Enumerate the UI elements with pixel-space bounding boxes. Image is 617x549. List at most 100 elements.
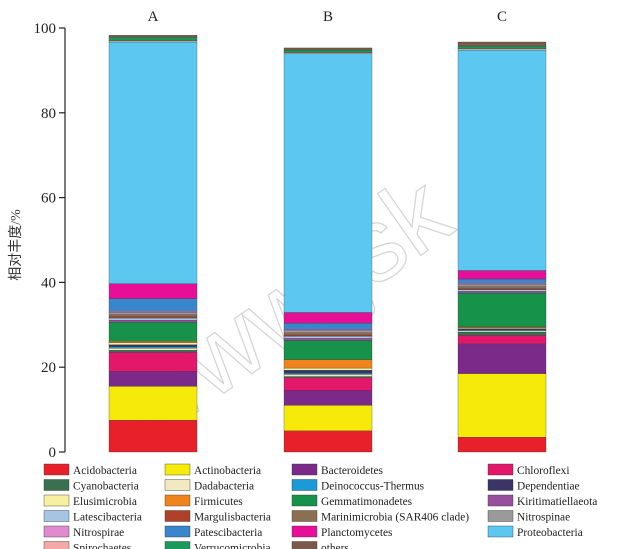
y-tick-label: 80 <box>41 106 56 122</box>
bar-segment <box>108 298 198 312</box>
bar-segment <box>457 437 547 453</box>
bar-segment <box>108 341 198 343</box>
bar-segment <box>283 53 373 313</box>
legend-swatch <box>43 479 70 491</box>
legend-swatch <box>43 463 70 476</box>
legend-swatch <box>291 525 318 538</box>
legend-label: Elusimicrobia <box>73 496 137 508</box>
bar-segment <box>283 312 373 324</box>
bar-segment <box>108 352 198 372</box>
bar-segment <box>108 311 198 313</box>
bar-segment <box>283 334 373 337</box>
bar-segment <box>108 319 198 323</box>
bar-segment <box>283 430 373 453</box>
legend-label: Deinococcus-Thermus <box>321 481 425 493</box>
legend-swatch <box>43 510 70 522</box>
bar-segment <box>283 370 373 374</box>
bar-segment <box>108 371 198 387</box>
bar-segment <box>457 41 547 47</box>
bar-segment <box>283 52 373 55</box>
legend-label: Acidobacteria <box>73 465 137 477</box>
legend-swatch <box>487 494 514 507</box>
bar-segment <box>283 338 373 341</box>
category-label: B <box>323 9 333 25</box>
bar-segment <box>457 291 547 294</box>
bar-segment <box>457 278 547 284</box>
legend-swatch <box>291 463 318 476</box>
bar-segment <box>108 346 198 349</box>
bar-segment <box>283 376 373 378</box>
bar-segment <box>457 292 547 328</box>
bar-segment <box>457 270 547 280</box>
legend-swatch <box>291 479 318 491</box>
bar-segment <box>457 335 547 345</box>
legend-label: Dadabacteria <box>194 481 254 493</box>
bar-segment <box>283 49 373 53</box>
bar-segment <box>108 342 198 345</box>
bar-segment <box>283 332 373 336</box>
legend-label: Gemmatimonadetes <box>321 496 413 508</box>
bar-segment <box>108 420 198 453</box>
y-tick-label: 60 <box>41 191 56 207</box>
legend-label: Planctomycetes <box>321 527 393 539</box>
legend-label: Marinimicrobia (SAR406 clade) <box>321 512 469 524</box>
bar-segment <box>283 390 373 406</box>
legend-label: Bacteroidetes <box>321 465 384 477</box>
bar-segment <box>108 35 198 38</box>
bar-segment <box>108 344 198 347</box>
legend-swatch <box>164 525 191 538</box>
bar-segment <box>283 336 373 339</box>
y-tick-label: 20 <box>41 360 56 376</box>
bar-segment <box>457 373 547 438</box>
bar-segment <box>457 48 547 51</box>
legend-swatch <box>43 494 70 507</box>
bar-segment <box>108 40 198 43</box>
bar-segment <box>457 343 547 374</box>
bar-segment <box>108 386 198 421</box>
legend-swatch <box>487 525 514 538</box>
bar-segment <box>108 316 198 319</box>
bar-segment <box>457 328 547 331</box>
legend-swatch <box>291 494 318 507</box>
bar-segment <box>457 331 547 336</box>
legend-swatch <box>164 510 191 522</box>
legend-label: Latescibacteria <box>73 512 142 524</box>
bar-segment <box>108 283 198 299</box>
bar-segment <box>108 41 198 284</box>
legend-label: Verrucomicrobia <box>194 543 271 549</box>
y-tick-label: 100 <box>34 21 57 37</box>
legend-swatch <box>487 463 514 476</box>
legend-swatch <box>43 525 70 538</box>
legend-label: Margulisbacteria <box>194 512 271 524</box>
legend: Acidobacteria Actinobacteria Bacteroidetes… <box>43 463 597 549</box>
legend-swatch <box>164 541 191 549</box>
bar-segment <box>457 286 547 289</box>
legend-swatch <box>487 479 514 491</box>
bar-segment <box>283 367 373 371</box>
category-label: A <box>148 9 159 25</box>
legend-label: Nitrospirae <box>73 527 124 539</box>
bar-segment <box>457 283 547 285</box>
legend-label: Kiritimatiellaeota <box>517 496 597 508</box>
legend-swatch <box>164 463 191 476</box>
legend-swatch <box>164 494 191 507</box>
legend-label: Nitrospinae <box>517 512 570 524</box>
bar-segment <box>283 340 373 360</box>
legend-label: Firmicutes <box>194 496 243 508</box>
bar-segment <box>457 289 547 292</box>
bar-segment <box>283 47 373 51</box>
legend-label: Proteobacteria <box>517 527 583 539</box>
y-axis-label: 相对丰度/% <box>8 209 24 281</box>
legend-swatch <box>291 541 318 549</box>
bar-segment <box>457 284 547 287</box>
legend-swatch <box>291 510 318 522</box>
category-label: C <box>497 9 507 25</box>
bar-segment <box>283 322 373 330</box>
y-tick-label: 0 <box>49 445 57 461</box>
bar-segment <box>457 46 547 49</box>
legend-label: Patescibacteria <box>194 527 262 539</box>
legend-label: others <box>321 543 349 549</box>
legend-swatch <box>164 479 191 491</box>
bar-segment <box>108 347 198 351</box>
bar-segment <box>457 330 547 333</box>
